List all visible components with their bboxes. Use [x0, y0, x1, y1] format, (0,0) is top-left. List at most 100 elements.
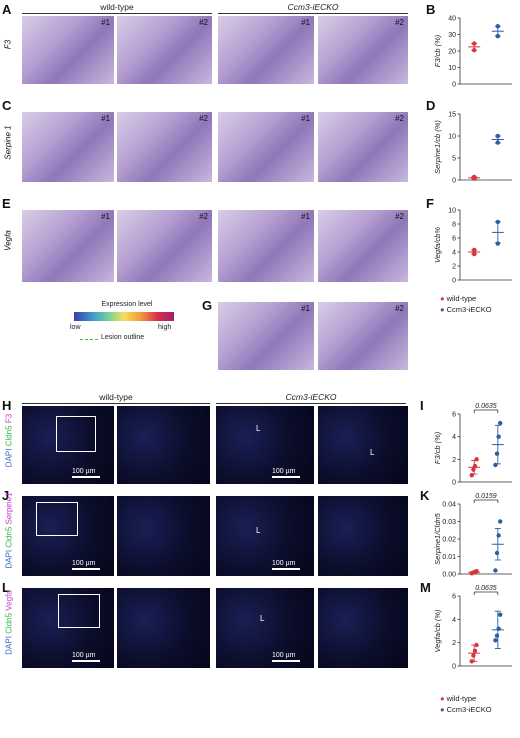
- p-value-label: 0.0635: [475, 403, 497, 410]
- data-point: [496, 434, 501, 439]
- p-value-label: 0.0635: [475, 585, 497, 592]
- zoom-inset-box: [56, 416, 96, 452]
- y-tick-label: 20: [448, 49, 456, 56]
- data-point: [495, 24, 501, 29]
- if-image-l-wt-overview: 100 µm: [22, 588, 114, 668]
- spatial-section-a-ko1: #1: [218, 16, 314, 84]
- group-line-ko-top: [218, 13, 408, 14]
- data-point: [474, 457, 479, 462]
- legend-bottom: ● wild-type ● Ccm3-iECKO: [440, 694, 492, 714]
- lesion-outline-label: Lesion outline: [101, 334, 145, 341]
- data-point: [493, 638, 498, 643]
- data-point: [471, 653, 476, 658]
- y-tick-label: 2: [452, 457, 456, 464]
- lesion-outline-swatch: [80, 339, 98, 340]
- spatial-section-a-wt1: #1: [22, 16, 114, 84]
- panel-letter-h: H: [2, 398, 12, 413]
- spatial-section-e-ko1: #1: [218, 210, 314, 282]
- y-tick-label: 0.04: [442, 502, 456, 509]
- scale-bar: 100 µm: [72, 560, 100, 570]
- panel-letter-b: B: [426, 2, 436, 17]
- scale-bar: 100 µm: [72, 468, 100, 478]
- legend-item-wildtype: ● wild-type: [440, 294, 477, 303]
- group-line-wildtype-bottom: [22, 403, 210, 404]
- data-point: [474, 569, 479, 574]
- legend-item-wildtype: ● wild-type: [440, 694, 477, 703]
- data-point: [471, 467, 476, 472]
- section-number: #2: [199, 114, 208, 123]
- lumen-label: L: [256, 424, 261, 433]
- section-number: #1: [101, 212, 110, 221]
- spatial-section-c-wt1: #1: [22, 112, 114, 182]
- data-point: [498, 420, 503, 426]
- y-tick-label: 6: [452, 594, 456, 601]
- panel-letter-d: D: [426, 98, 436, 113]
- lumen-label: L: [370, 448, 375, 457]
- data-point: [494, 633, 500, 638]
- y-axis-label: F3/cb (%): [433, 34, 442, 67]
- if-image-j-ko-zoom: [318, 496, 408, 576]
- legend-top: ● wild-type ● Ccm3-iECKO: [440, 294, 492, 314]
- y-tick-label: 4: [452, 617, 456, 624]
- y-tick-label: 0: [452, 278, 456, 285]
- section-number: #1: [301, 114, 310, 123]
- y-axis-label: Vegfa/cb (%): [433, 609, 442, 653]
- row-label-serpine1: Serpine 1: [3, 125, 13, 160]
- y-tick-label: 0: [452, 664, 456, 671]
- scale-bar: 100 µm: [272, 468, 300, 478]
- group-header-ko-bottom: Ccm3-iECKO: [285, 392, 337, 402]
- section-number: #2: [395, 304, 404, 313]
- expression-legend-low: low: [70, 324, 81, 331]
- spatial-section-e-ko2: #2: [318, 210, 408, 282]
- data-point: [498, 519, 503, 524]
- spatial-section-a-wt2: #2: [117, 16, 212, 84]
- y-tick-label: 0.00: [442, 572, 456, 579]
- data-point: [495, 140, 501, 145]
- section-number: #2: [395, 212, 404, 221]
- expression-legend-title: Expression level: [101, 301, 153, 308]
- spatial-section-e-wt1: #1: [22, 210, 114, 282]
- data-point: [494, 550, 500, 556]
- data-point: [495, 219, 501, 225]
- panel-letter-k: K: [420, 488, 430, 503]
- data-point: [493, 462, 498, 468]
- chart-i: 0 2 4 6 F3/cb (%) 0.0635: [433, 403, 512, 487]
- y-tick-label: 2: [452, 640, 456, 647]
- if-image-j-wt-overview: 100 µm: [22, 496, 114, 576]
- y-tick-label: 0.02: [442, 537, 456, 544]
- y-tick-label: 10: [448, 208, 456, 215]
- panel-letter-f: F: [426, 196, 434, 211]
- panel-letter-l: L: [2, 580, 10, 595]
- group-header-ko-top: Ccm3-iECKO: [287, 2, 339, 12]
- data-point: [496, 533, 501, 538]
- chart-b: 0 10 20 30 40 F3/cb (%): [433, 16, 512, 89]
- section-number: #2: [199, 18, 208, 27]
- if-image-j-wt-zoom: [117, 496, 210, 576]
- panel-letter-j: J: [2, 488, 10, 503]
- data-point: [496, 626, 501, 631]
- chart-d: 0 5 10 15 Serpine1/cb (%): [433, 112, 512, 185]
- y-axis-label: Serpine1/cb (%): [433, 120, 442, 174]
- spatial-section-c-ko1: #1: [218, 112, 314, 182]
- y-tick-label: 5: [452, 156, 456, 163]
- y-tick-label: 6: [452, 236, 456, 243]
- expression-colorbar: [74, 312, 174, 321]
- if-image-l-ko-zoom: [318, 588, 408, 668]
- y-tick-label: 0.03: [442, 519, 456, 526]
- zoom-inset-box: [58, 594, 100, 628]
- data-point: [471, 41, 477, 46]
- y-tick-label: 4: [452, 250, 456, 257]
- data-point: [471, 174, 477, 180]
- if-stain-label-h: DAPI Cldn5 F3: [4, 413, 14, 468]
- group-header-wildtype-top: wild-type: [100, 2, 134, 12]
- panel-letter-g: G: [202, 298, 213, 313]
- group-line-wildtype-top: [22, 13, 212, 14]
- section-number: #1: [101, 18, 110, 27]
- data-point: [471, 247, 477, 253]
- row-label-vegfa: Vegfa: [3, 230, 13, 251]
- chart-m: 0 2 4 6 Vegfa/cb (%) 0.0635: [433, 585, 512, 671]
- y-tick-label: 4: [452, 434, 456, 441]
- data-point: [469, 659, 474, 664]
- data-point: [498, 612, 503, 617]
- row-label-f3: F3: [3, 39, 13, 50]
